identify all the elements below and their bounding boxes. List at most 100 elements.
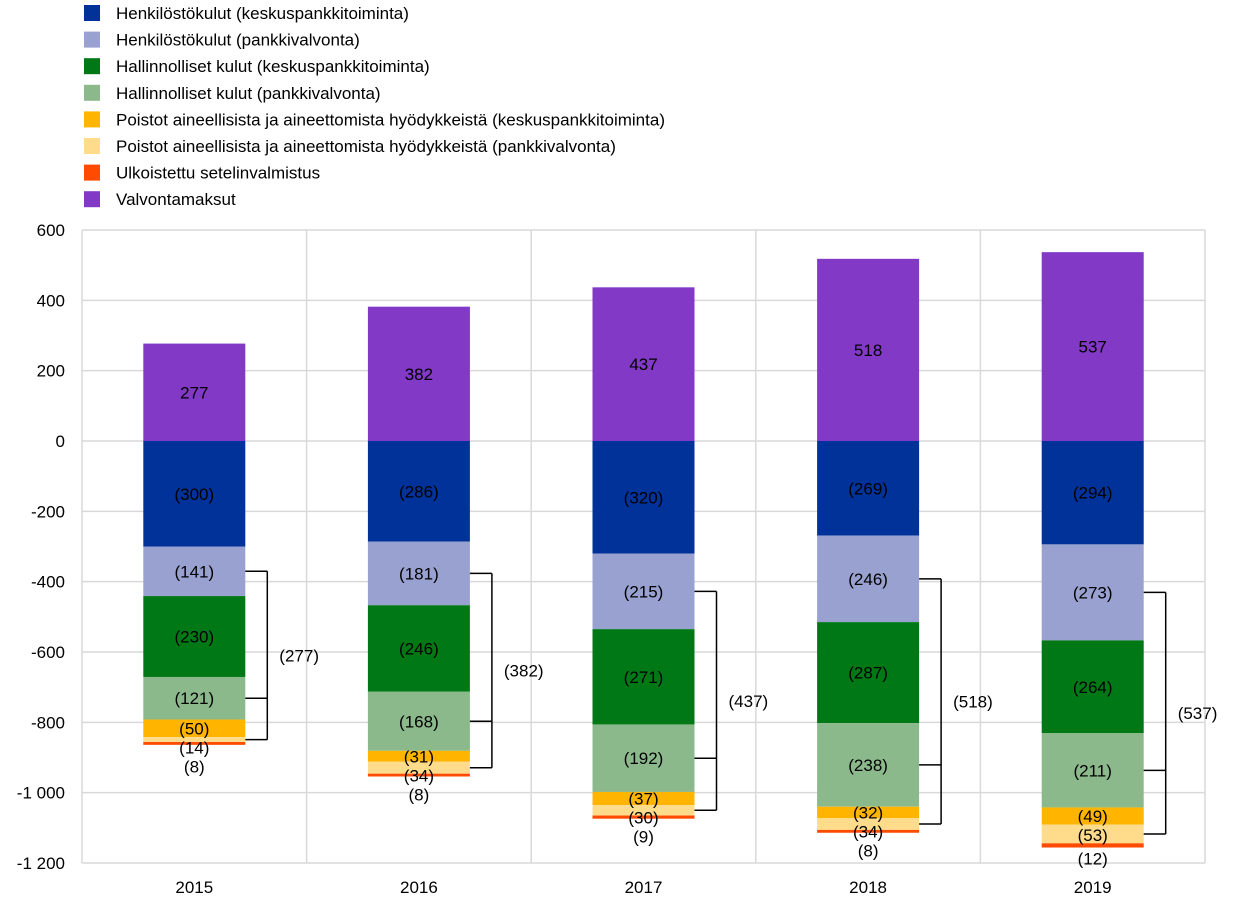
bar-segment xyxy=(143,596,246,677)
data-label: (14) xyxy=(179,738,209,757)
bar-segment xyxy=(1041,843,1144,848)
y-tick-label: -1 200 xyxy=(17,854,65,873)
y-tick-label: 600 xyxy=(37,221,65,240)
data-label: (12) xyxy=(1078,850,1108,869)
data-label: (34) xyxy=(404,766,434,785)
bracket-total-label: (518) xyxy=(953,692,993,711)
y-tick-label: -800 xyxy=(31,713,65,732)
y-tick-label: 0 xyxy=(56,432,65,451)
legend-label: Ulkoistettu setelinvalmistus xyxy=(116,164,320,183)
bar-segment xyxy=(592,815,695,819)
y-tick-label: -200 xyxy=(31,502,65,521)
y-tick-label: 400 xyxy=(37,291,65,310)
bar-segment xyxy=(817,817,920,830)
data-label: (215) xyxy=(624,582,664,601)
data-label: 382 xyxy=(405,365,433,384)
bar-segment xyxy=(592,791,695,805)
bar-segment xyxy=(143,742,246,745)
bar-segment xyxy=(1041,640,1144,734)
data-label: (294) xyxy=(1073,484,1113,503)
bar-segment xyxy=(817,806,920,818)
data-label: (287) xyxy=(848,664,888,683)
bar-segment xyxy=(143,441,246,547)
legend-swatch xyxy=(84,138,100,154)
data-label: (53) xyxy=(1078,826,1108,845)
data-label: (37) xyxy=(628,789,658,808)
bar-segment xyxy=(592,287,695,441)
bracket-total-label: (382) xyxy=(504,662,544,681)
bar-segment xyxy=(1041,824,1144,844)
data-label: (211) xyxy=(1073,761,1111,780)
legend-label: Poistot aineellisista ja aineettomista h… xyxy=(116,110,665,129)
bar-segment xyxy=(817,723,920,807)
data-label: (264) xyxy=(1073,678,1113,697)
x-tick-label: 2018 xyxy=(849,878,887,897)
data-label: (121) xyxy=(174,689,214,708)
legend-swatch xyxy=(84,58,100,75)
bar-segment xyxy=(1041,733,1144,808)
x-tick-label: 2015 xyxy=(175,878,213,897)
data-label: (141) xyxy=(174,562,214,581)
x-tick-label: 2016 xyxy=(400,878,438,897)
data-label: (181) xyxy=(399,564,439,583)
legend-swatch xyxy=(84,5,100,21)
y-tick-label: 200 xyxy=(37,362,65,381)
data-label: (30) xyxy=(628,808,658,827)
data-label: (192) xyxy=(624,749,664,768)
bracket-total-label: (537) xyxy=(1178,704,1218,723)
data-label: (31) xyxy=(404,747,434,766)
bar-segment xyxy=(592,553,695,630)
bar-segment xyxy=(143,676,246,720)
legend-swatch xyxy=(84,84,100,101)
bar-segment xyxy=(817,441,920,536)
bar-segment xyxy=(367,541,470,606)
data-label: 277 xyxy=(180,383,208,402)
bar-segment xyxy=(1041,544,1144,641)
y-tick-label: -400 xyxy=(31,573,65,592)
data-label: (269) xyxy=(848,479,888,498)
bar-segment xyxy=(592,629,695,725)
legend-swatch xyxy=(84,191,100,208)
bar-segment xyxy=(143,343,246,441)
data-label: (286) xyxy=(399,482,439,501)
bar-segment xyxy=(367,750,470,762)
bar-segment xyxy=(817,258,920,441)
legend-swatch xyxy=(84,164,100,181)
data-label: 518 xyxy=(854,341,882,360)
data-label: (300) xyxy=(174,485,214,504)
data-label: (50) xyxy=(179,719,209,738)
legend-swatch xyxy=(84,111,100,128)
bar-segment xyxy=(367,773,470,777)
data-label: (246) xyxy=(848,570,888,589)
bar-segment xyxy=(367,605,470,692)
data-label: (271) xyxy=(624,668,664,687)
data-label: (8) xyxy=(184,757,205,776)
legend-label: Henkilöstökulut (pankkivalvonta) xyxy=(116,31,360,50)
legend-label: Poistot aineellisista ja aineettomista h… xyxy=(116,137,616,156)
y-tick-label: -1 000 xyxy=(17,784,65,803)
bar-segment xyxy=(367,306,470,441)
bar-segment xyxy=(367,761,470,774)
data-label: (9) xyxy=(633,827,654,846)
data-label: (32) xyxy=(853,803,883,822)
data-label: (320) xyxy=(624,488,664,507)
bar-segment xyxy=(817,535,920,623)
bar-segment xyxy=(817,622,920,724)
legend-label: Valvontamaksut xyxy=(116,190,236,209)
y-tick-label: -600 xyxy=(31,643,65,662)
bar-segment xyxy=(817,829,920,833)
x-tick-label: 2019 xyxy=(1074,878,1112,897)
data-label: (34) xyxy=(853,822,883,841)
data-label: (230) xyxy=(174,628,214,647)
bracket-total-label: (277) xyxy=(279,646,319,665)
bar-segment xyxy=(143,546,246,597)
bar-segment xyxy=(367,441,470,542)
bar-segment xyxy=(592,724,695,792)
data-label: (49) xyxy=(1078,807,1108,826)
data-label: 437 xyxy=(629,355,657,374)
bar-segment xyxy=(1041,441,1144,545)
data-label: (238) xyxy=(848,756,888,775)
data-label: (168) xyxy=(399,712,439,731)
